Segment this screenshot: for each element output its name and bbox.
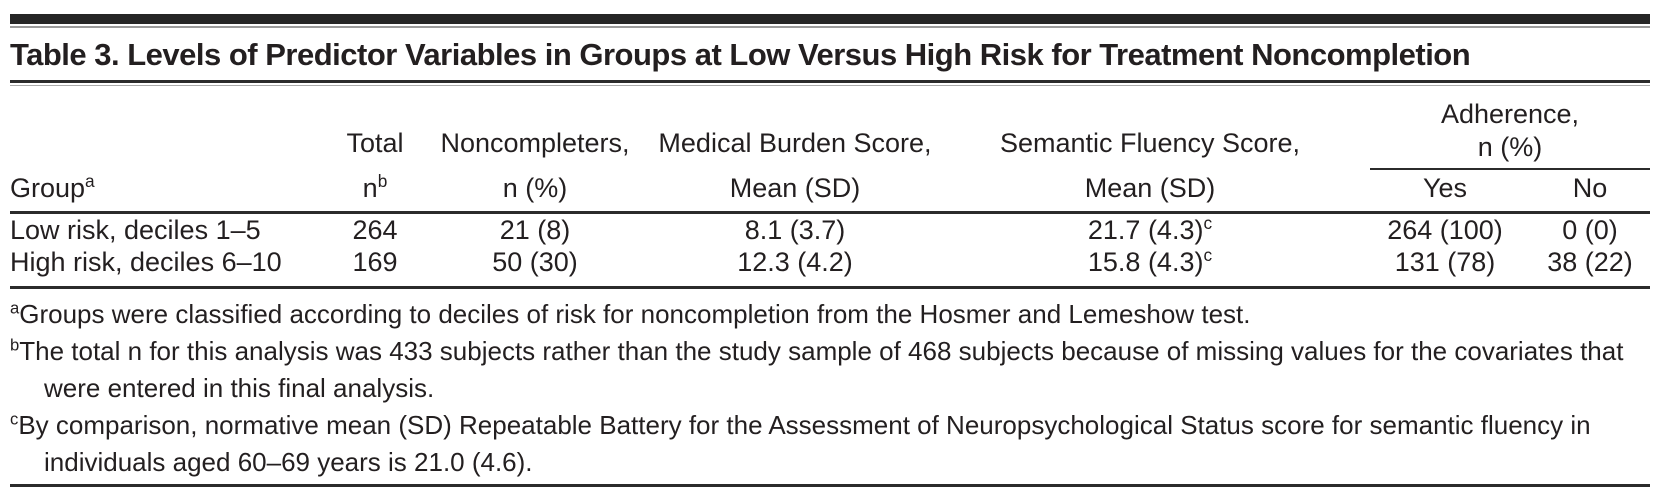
cell-group: Low risk, deciles 1–5 (10, 215, 261, 245)
title-bottom-rule (10, 80, 1650, 83)
cell-medical-burden: 8.1 (3.7) (744, 215, 846, 245)
header-group-spacer (10, 88, 330, 170)
cell-adherence-no: 38 (22) (1530, 246, 1651, 289)
table-body: Low risk, deciles 1–5 264 21 (8) 8.1 (3.… (10, 213, 1651, 289)
header-total-line2: nb (330, 170, 420, 214)
header-group: Groupa (10, 170, 330, 214)
header-semantic-fluency-line2: Mean (SD) (940, 170, 1360, 214)
header-group-footnote-marker: a (85, 171, 95, 191)
cell-semantic-fluency: 15.8 (4.3)c (940, 245, 1360, 289)
header-adherence-yes: Yes (1360, 170, 1530, 214)
cell-semantic-fluency-value: 21.7 (4.3) (1087, 215, 1204, 245)
header-total-n: n (362, 173, 378, 203)
cell-semantic-fluency-value: 15.8 (4.3) (1087, 247, 1204, 277)
header-total-footnote-marker: b (377, 171, 388, 191)
header-adherence-line1: Adherence, (1440, 99, 1580, 129)
footnote-b-text: The total n for this analysis was 433 su… (19, 336, 1624, 403)
cell-group: High risk, deciles 6–10 (10, 246, 330, 289)
header-adherence-no: No (1530, 170, 1651, 214)
predictor-variables-table: Total Noncompleters, Medical Burden Scor… (10, 88, 1651, 289)
header-total-line1: Total (346, 128, 404, 158)
cell-adherence-yes: 264 (100) (1387, 215, 1503, 245)
table-header: Total Noncompleters, Medical Burden Scor… (10, 88, 1651, 214)
cell-medical-burden: 12.3 (4.2) (650, 246, 940, 289)
top-thick-rule (10, 14, 1650, 24)
header-row-bottom: Groupa nb n (%) Mean (SD) Mean (SD) Yes … (10, 170, 1651, 214)
bottom-rule (10, 484, 1650, 487)
footnote-a-text: Groups were classified according to deci… (19, 299, 1251, 329)
footnote-b-marker: b (10, 335, 20, 355)
cell-semantic-footnote-marker: c (1203, 213, 1213, 233)
header-adherence-line2: n (%) (1477, 132, 1543, 162)
table-figure: Table 3. Levels of Predictor Variables i… (10, 14, 1651, 487)
cell-total-n: 169 (330, 246, 420, 289)
cell-semantic-footnote-marker: c (1203, 245, 1213, 265)
cell-noncompleters: 50 (30) (420, 246, 650, 289)
footnote-c: cBy comparison, normative mean (SD) Repe… (10, 407, 1650, 481)
footnotes: aGroups were classified according to dec… (10, 296, 1650, 481)
header-noncompleters-line2: n (%) (420, 170, 650, 214)
cell-adherence-yes: 131 (78) (1360, 246, 1530, 289)
cell-total-n: 264 (352, 215, 398, 245)
cell-semantic-fluency: 21.7 (4.3)c (940, 213, 1360, 247)
header-row-top: Total Noncompleters, Medical Burden Scor… (10, 88, 1651, 170)
top-rule-echo (10, 26, 1650, 28)
footnote-b: bThe total n for this analysis was 433 s… (10, 333, 1650, 407)
footnote-a-marker: a (10, 298, 20, 318)
table-row-low-risk: Low risk, deciles 1–5 264 21 (8) 8.1 (3.… (10, 213, 1650, 247)
footnote-a: aGroups were classified according to dec… (10, 296, 1650, 333)
header-noncompleters-line1: Noncompleters, (440, 128, 630, 158)
table-title: Table 3. Levels of Predictor Variables i… (10, 37, 1471, 72)
cell-adherence-no: 0 (0) (1562, 215, 1618, 245)
header-adherence-spanner: Adherence, n (%) (1360, 88, 1651, 170)
header-medical-burden-line2: Mean (SD) (650, 170, 940, 214)
footnote-c-marker: c (10, 409, 19, 429)
title-bottom-rule-echo (10, 85, 1650, 86)
header-medical-burden-line1: Medical Burden Score, (658, 128, 932, 158)
cell-noncompleters: 21 (8) (499, 215, 571, 245)
header-adherence-spanner-inner: Adherence, n (%) (1370, 98, 1651, 170)
header-semantic-fluency-line1: Semantic Fluency Score, (999, 128, 1301, 158)
footnote-c-text: By comparison, normative mean (SD) Repea… (18, 410, 1591, 477)
table-row-high-risk: High risk, deciles 6–10 169 50 (30) 12.3… (10, 245, 1651, 289)
header-group-label: Group (10, 173, 86, 203)
